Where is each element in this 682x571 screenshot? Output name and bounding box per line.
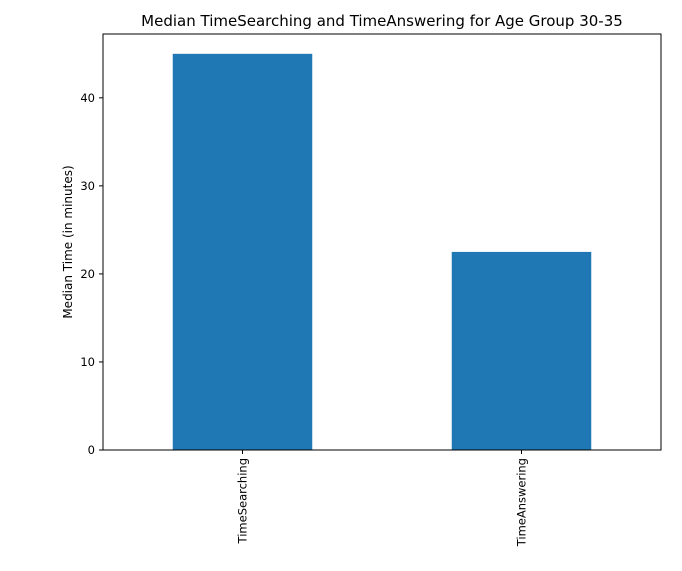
y-tick-label: 20 bbox=[80, 267, 95, 281]
bar-TimeSearching bbox=[172, 53, 313, 451]
chart-title: Median TimeSearching and TimeAnswering f… bbox=[141, 12, 623, 30]
bar-TimeAnswering bbox=[451, 251, 592, 450]
y-tick-label: 40 bbox=[80, 91, 95, 105]
x-axis-ticks: TimeSearching TimeAnswering bbox=[236, 450, 529, 547]
bars-layer bbox=[172, 53, 592, 451]
y-tick-label: 0 bbox=[88, 443, 95, 457]
y-axis-ticks: 0 10 20 30 40 bbox=[80, 91, 103, 457]
x-tick-label: TimeAnswering bbox=[515, 458, 529, 547]
x-tick-label: TimeSearching bbox=[236, 458, 250, 544]
y-axis-label: Median Time (in minutes) bbox=[61, 165, 75, 318]
plot-area-frame bbox=[102, 33, 662, 451]
y-tick-label: 10 bbox=[80, 355, 95, 369]
y-tick-label: 30 bbox=[80, 179, 95, 193]
